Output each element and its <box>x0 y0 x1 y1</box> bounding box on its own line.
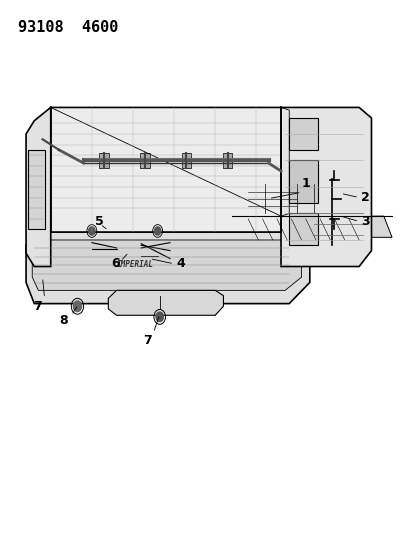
Circle shape <box>156 312 163 321</box>
Text: 7: 7 <box>33 300 42 313</box>
Circle shape <box>154 227 161 235</box>
Bar <box>181 152 191 168</box>
Bar <box>289 160 317 203</box>
Text: 5: 5 <box>95 215 104 228</box>
Circle shape <box>318 223 325 232</box>
Bar <box>222 152 232 168</box>
Polygon shape <box>104 219 126 232</box>
Circle shape <box>73 301 81 312</box>
Text: 7: 7 <box>142 334 152 347</box>
Polygon shape <box>247 184 330 214</box>
Text: 1: 1 <box>301 176 310 190</box>
Circle shape <box>351 223 358 232</box>
Polygon shape <box>231 216 391 237</box>
Circle shape <box>88 227 95 235</box>
Bar <box>99 152 109 168</box>
Bar <box>289 214 317 245</box>
Polygon shape <box>26 232 309 304</box>
Circle shape <box>285 223 292 232</box>
Polygon shape <box>26 108 51 266</box>
Text: 2: 2 <box>360 191 369 204</box>
Polygon shape <box>108 290 223 316</box>
Text: 93108  4600: 93108 4600 <box>18 20 118 35</box>
Bar <box>28 150 45 229</box>
Polygon shape <box>38 108 297 232</box>
Polygon shape <box>114 240 141 256</box>
Polygon shape <box>280 108 370 266</box>
Bar <box>289 118 317 150</box>
Text: 4: 4 <box>176 257 185 270</box>
Text: 6: 6 <box>111 257 120 270</box>
Text: IMPERIAL: IMPERIAL <box>116 261 153 269</box>
Polygon shape <box>141 251 157 264</box>
Bar <box>140 152 150 168</box>
Text: 3: 3 <box>360 215 369 228</box>
Text: 8: 8 <box>59 314 67 327</box>
Polygon shape <box>32 240 301 290</box>
